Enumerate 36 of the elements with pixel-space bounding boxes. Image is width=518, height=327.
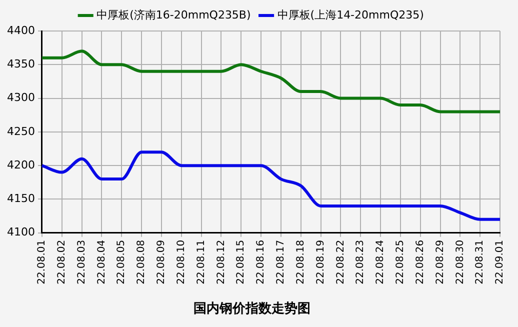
text: 国内钢价指数走势图 (194, 300, 310, 317)
x-tick-label: 22.08.11 (196, 240, 207, 284)
x-tick-label: 22.08.02 (56, 240, 68, 284)
x-tick-label: 22.08.04 (96, 240, 108, 284)
line-series (40, 150, 502, 221)
x-tick-label: 22.08.05 (116, 240, 128, 284)
x-tick-label: 22.08.15 (236, 240, 247, 284)
legend-label: 中厚板(济南16-20mmQ235B) (96, 8, 251, 22)
x-tick-label: 22.08.17 (276, 240, 287, 284)
y-tick-label: 4100 (6, 226, 35, 239)
legend-label: 中厚板(上海14-20mmQ235) (277, 8, 424, 22)
y-tick-label: 4300 (6, 91, 35, 104)
x-tick-label: 22.08.16 (256, 240, 267, 284)
x-tick-label: 22.08.31 (474, 240, 486, 284)
x-tick-label: 22.08.24 (375, 240, 386, 284)
x-tick-label: 22.08.12 (216, 240, 227, 284)
y-tick-label: 4150 (6, 192, 35, 206)
x-tick-label: 22.08.25 (395, 240, 406, 284)
x-tick-label: 22.08.08 (136, 240, 148, 284)
x-tick-label: 22.08.03 (76, 240, 88, 284)
x-tick-label: 22.08.29 (434, 240, 446, 284)
y-tick-label: 4350 (6, 58, 35, 71)
x-tick-label: 22.08.23 (355, 240, 366, 284)
line-series (40, 50, 502, 114)
x-tick-label: 22.08.09 (156, 240, 168, 284)
x-tick-label: 22.09.01 (494, 240, 506, 284)
y-tick-label: 4400 (6, 24, 35, 37)
y-tick-label: 4200 (6, 158, 35, 172)
x-tick-label: 22.08.30 (454, 240, 466, 284)
x-tick-label: 22.08.22 (335, 240, 346, 284)
x-tick-label: 22.08.26 (414, 240, 426, 284)
x-tick-label: 22.08.01 (36, 240, 48, 284)
y-tick-label: 4250 (6, 124, 35, 138)
x-tick-label: 22.08.18 (295, 240, 306, 284)
x-tick-label: 22.08.10 (176, 240, 187, 284)
x-tick-label: 22.08.19 (315, 240, 326, 284)
